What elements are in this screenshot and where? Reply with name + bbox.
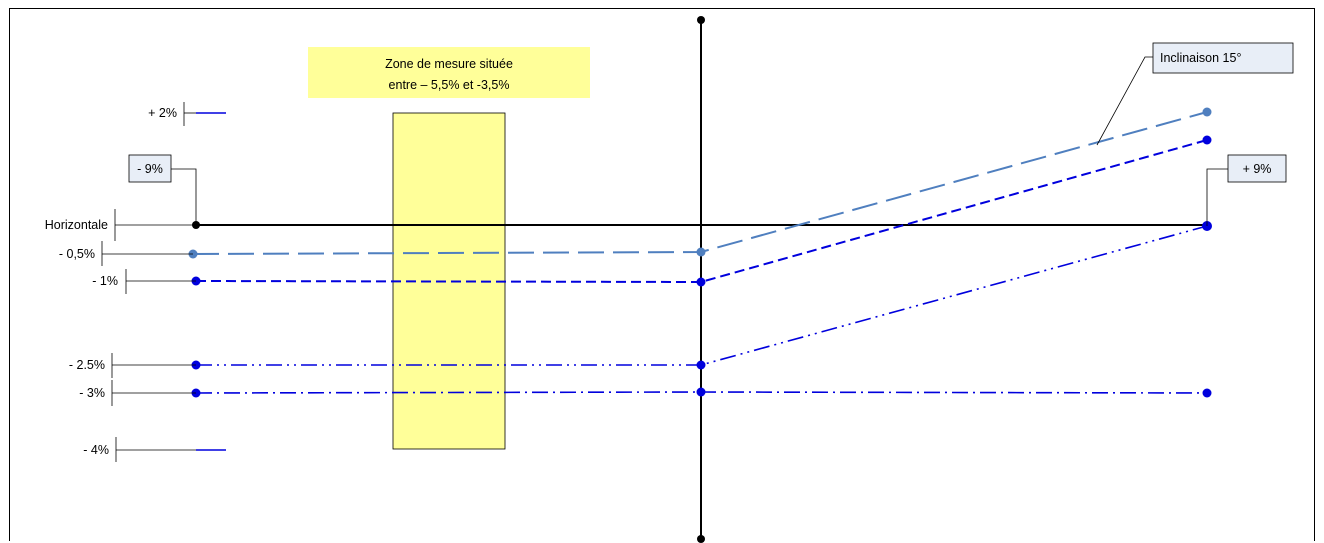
zone-caption-box (308, 47, 590, 98)
point-minus-1-right (1202, 135, 1212, 145)
label-minus-4: - 4% (83, 443, 109, 457)
callout-inclinaison: Inclinaison 15° (1096, 42, 1294, 146)
label-ticks (101, 102, 196, 462)
label-minus-0-5: - 0,5% (59, 247, 95, 261)
zone-caption-line-2: entre – 5,5% et -3,5% (389, 78, 510, 92)
label-minus-1: - 1% (92, 274, 118, 288)
svg-text:- 9%: - 9% (137, 162, 163, 176)
label-horizontale: Horizontale (45, 218, 108, 232)
point-minus-0-5-center (696, 247, 706, 257)
point-minus-0-5-right (1202, 107, 1212, 117)
svg-text:+ 9%: + 9% (1243, 162, 1272, 176)
line-minus-1 (195, 139, 1208, 284)
point-minus-3-center (696, 387, 706, 397)
label-minus-3: - 3% (79, 386, 105, 400)
callout-minus-9: - 9% (128, 154, 197, 225)
diagram-frame (9, 8, 1315, 541)
point-minus-3-right (1202, 388, 1212, 398)
label-minus-2-5: - 2.5% (69, 358, 105, 372)
label-plus-2: + 2% (148, 106, 177, 120)
svg-text:Inclinaison 15°: Inclinaison 15° (1160, 51, 1241, 65)
vertical-axis-bottom-point (697, 535, 705, 543)
callout-plus-9: + 9% (1206, 154, 1287, 226)
vertical-axis-top-point (697, 16, 705, 24)
point-minus-2-5-center (696, 360, 706, 370)
zone-caption-line-1: Zone de mesure située (385, 57, 513, 71)
point-minus-1-center (696, 277, 706, 287)
